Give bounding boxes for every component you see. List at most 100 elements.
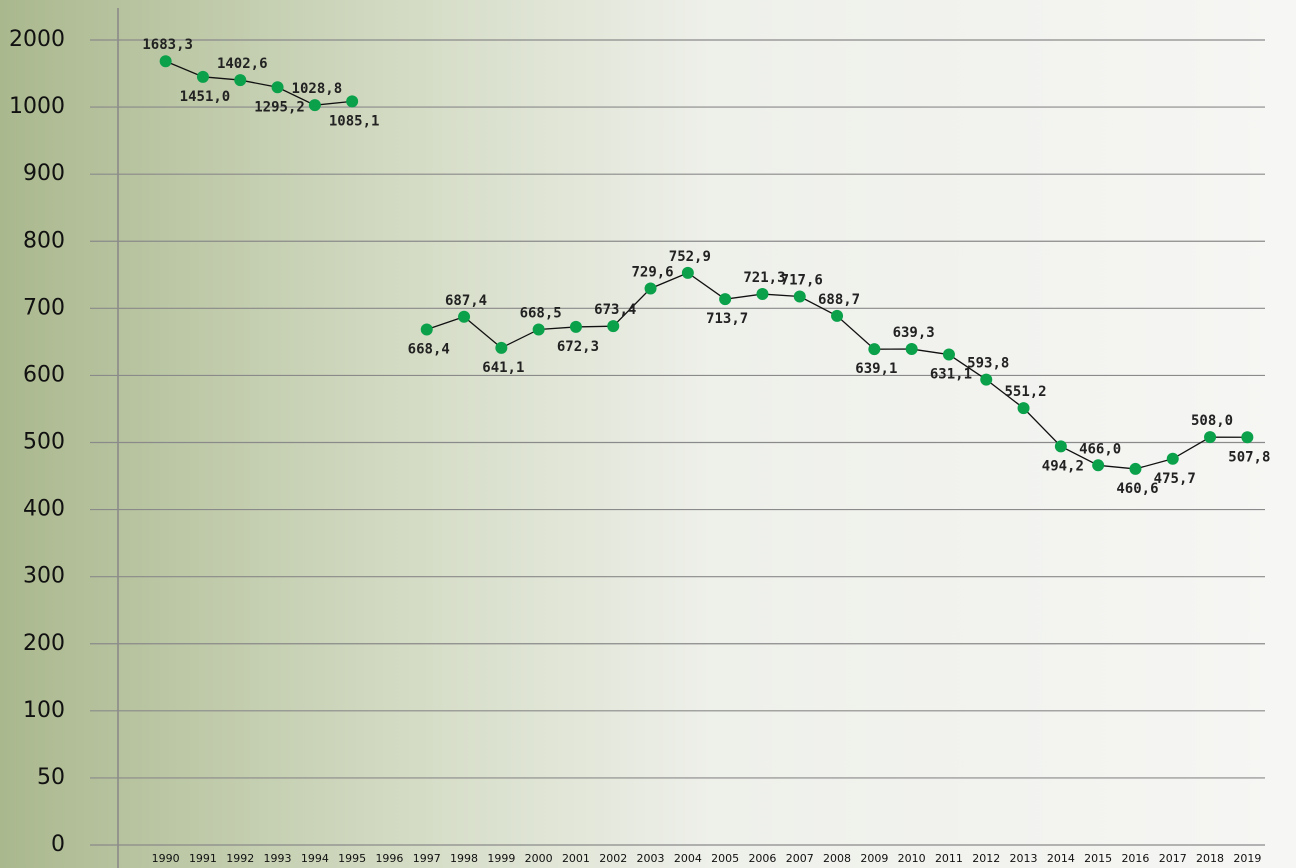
x-tick-label: 2013 (1010, 852, 1038, 865)
y-tick-label: 200 (23, 631, 65, 656)
value-label: 668,5 (520, 305, 562, 321)
y-tick-label: 800 (23, 228, 65, 253)
value-label: 460,6 (1116, 481, 1158, 497)
value-label: 1451,0 (180, 89, 231, 105)
value-label: 752,9 (669, 249, 711, 265)
y-tick-label: 500 (23, 430, 65, 455)
value-label: 717,6 (781, 273, 823, 289)
point (196, 70, 209, 83)
point (831, 309, 844, 322)
point (569, 320, 582, 333)
point (756, 288, 769, 301)
value-label: 1683,3 (142, 37, 193, 53)
value-label: 729,6 (631, 264, 673, 280)
x-tick-label: 2006 (748, 852, 776, 865)
y-tick-label: 0 (51, 832, 65, 857)
point (793, 290, 806, 303)
x-tick-label: 2002 (599, 852, 627, 865)
value-label: 494,2 (1042, 458, 1084, 474)
x-tick-label: 1990 (152, 852, 180, 865)
x-tick-label: 2000 (525, 852, 553, 865)
x-tick-label: 2007 (786, 852, 814, 865)
x-tick-label: 2001 (562, 852, 590, 865)
point (1054, 440, 1067, 453)
y-tick-label: 1000 (9, 94, 65, 119)
point (1092, 459, 1105, 472)
value-label: 475,7 (1154, 471, 1196, 487)
value-label: 641,1 (482, 360, 524, 376)
x-tick-label: 1991 (189, 852, 217, 865)
point (1241, 431, 1254, 444)
point (980, 373, 993, 386)
point (607, 320, 620, 333)
x-tick-label: 2019 (1233, 852, 1261, 865)
value-label: 1028,8 (292, 81, 343, 97)
point (905, 343, 918, 356)
value-label: 508,0 (1191, 413, 1233, 429)
value-label: 631,1 (930, 367, 972, 383)
point (868, 343, 881, 356)
x-tick-label: 2014 (1047, 852, 1075, 865)
point (1017, 402, 1030, 415)
x-tick-label: 1996 (375, 852, 403, 865)
y-tick-label: 300 (23, 564, 65, 589)
y-tick-label: 600 (23, 362, 65, 387)
value-label: 688,7 (818, 292, 860, 308)
value-label: 1085,1 (329, 113, 380, 129)
point (644, 282, 657, 295)
point (495, 341, 508, 354)
value-label: 1402,6 (217, 56, 268, 72)
y-tick-label: 2000 (9, 27, 65, 52)
value-label: 507,8 (1228, 449, 1270, 465)
point (159, 55, 172, 68)
point (420, 323, 433, 336)
x-tick-label: 2004 (674, 852, 702, 865)
x-tick-label: 1995 (338, 852, 366, 865)
value-label: 713,7 (706, 311, 748, 327)
y-tick-label: 100 (23, 698, 65, 723)
value-label: 687,4 (445, 293, 487, 309)
value-label: 466,0 (1079, 441, 1121, 457)
x-tick-label: 1992 (226, 852, 254, 865)
value-label: 639,3 (893, 325, 935, 341)
x-tick-label: 2009 (860, 852, 888, 865)
value-label: 551,2 (1004, 384, 1046, 400)
point (458, 310, 471, 323)
value-label: 673,4 (594, 302, 636, 318)
point (681, 266, 694, 279)
point (1204, 431, 1217, 444)
x-tick-label: 2011 (935, 852, 963, 865)
value-label: 1295,2 (254, 99, 305, 115)
value-label: 668,4 (408, 342, 450, 358)
point (1129, 462, 1142, 475)
point (532, 323, 545, 336)
y-tick-label: 900 (23, 161, 65, 186)
point (719, 293, 732, 306)
point (942, 348, 955, 361)
value-label: 593,8 (967, 356, 1009, 372)
x-tick-label: 2015 (1084, 852, 1112, 865)
value-label: 672,3 (557, 339, 599, 355)
x-tick-label: 2003 (637, 852, 665, 865)
x-tick-label: 1993 (264, 852, 292, 865)
value-label: 639,1 (855, 361, 897, 377)
x-tick-label: 2017 (1159, 852, 1187, 865)
x-tick-label: 2016 (1121, 852, 1149, 865)
x-tick-label: 1998 (450, 852, 478, 865)
value-label: 721,3 (743, 270, 785, 286)
y-tick-label: 400 (23, 497, 65, 522)
point (308, 99, 321, 112)
x-tick-label: 2005 (711, 852, 739, 865)
point (1166, 452, 1179, 465)
x-tick-label: 2018 (1196, 852, 1224, 865)
x-tick-label: 1994 (301, 852, 329, 865)
point (271, 81, 284, 94)
y-tick-label: 700 (23, 295, 65, 320)
point (234, 74, 247, 87)
y-tick-label: 50 (37, 765, 65, 790)
point (346, 95, 359, 108)
x-tick-label: 1999 (487, 852, 515, 865)
